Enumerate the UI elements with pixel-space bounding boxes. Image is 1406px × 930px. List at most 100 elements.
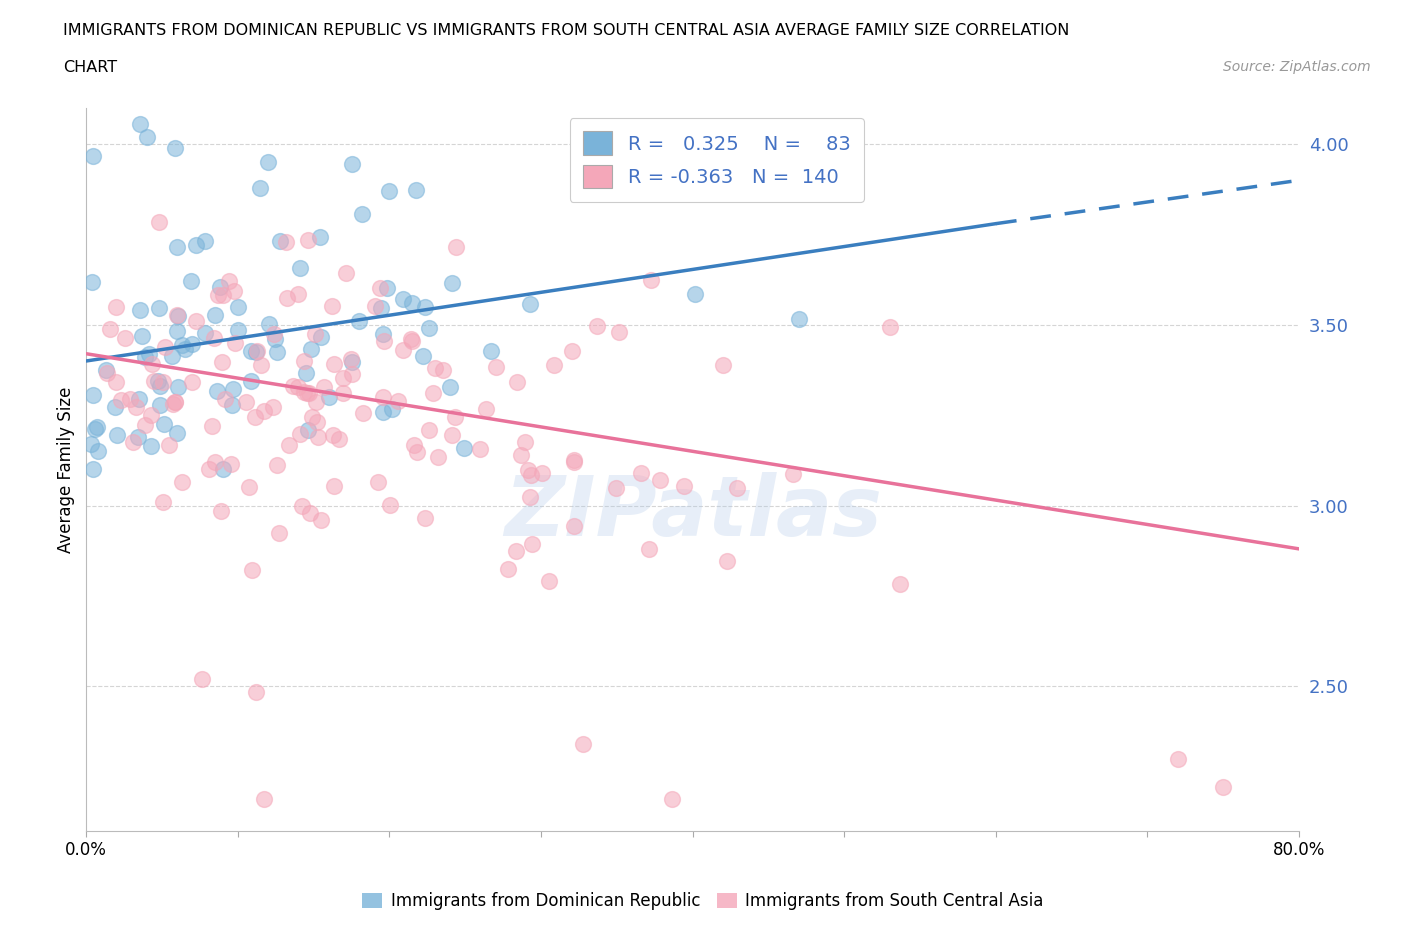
Point xyxy=(350,206,373,221)
Point xyxy=(142,374,165,389)
Point xyxy=(413,511,436,525)
Point xyxy=(263,327,285,342)
Point xyxy=(181,375,204,390)
Point xyxy=(441,276,464,291)
Point xyxy=(638,541,661,556)
Point xyxy=(104,400,127,415)
Point xyxy=(399,331,422,346)
Y-axis label: Average Family Size: Average Family Size xyxy=(58,386,75,552)
Point xyxy=(716,553,738,568)
Point xyxy=(564,454,586,469)
Point xyxy=(235,394,257,409)
Point xyxy=(160,348,183,363)
Point xyxy=(496,561,519,576)
Point xyxy=(94,363,117,378)
Point xyxy=(224,336,246,351)
Point xyxy=(134,350,156,365)
Point xyxy=(136,129,159,144)
Point xyxy=(432,363,454,378)
Point xyxy=(262,400,284,415)
Point xyxy=(323,356,346,371)
Point xyxy=(214,392,236,406)
Point xyxy=(219,457,242,472)
Point xyxy=(181,337,204,352)
Point xyxy=(311,329,333,344)
Point xyxy=(253,791,276,806)
Point xyxy=(288,260,311,275)
Point xyxy=(352,406,374,421)
Point xyxy=(218,273,240,288)
Point xyxy=(226,323,249,338)
Point xyxy=(166,324,188,339)
Point xyxy=(1167,751,1189,766)
Point xyxy=(509,447,531,462)
Point xyxy=(267,525,290,540)
Point xyxy=(340,366,363,381)
Point xyxy=(605,481,627,496)
Point xyxy=(406,445,429,459)
Point xyxy=(321,299,343,313)
Text: CHART: CHART xyxy=(63,60,117,75)
Point xyxy=(134,418,156,432)
Point xyxy=(418,321,440,336)
Point xyxy=(889,577,911,591)
Point xyxy=(373,334,395,349)
Point xyxy=(292,353,315,368)
Point xyxy=(725,481,748,496)
Point xyxy=(506,375,529,390)
Point xyxy=(204,308,226,323)
Point xyxy=(125,399,148,414)
Point xyxy=(246,343,269,358)
Point xyxy=(392,342,415,357)
Point xyxy=(110,392,132,407)
Point xyxy=(238,480,260,495)
Point xyxy=(782,467,804,482)
Point xyxy=(312,379,335,394)
Point xyxy=(105,428,128,443)
Point xyxy=(519,297,541,312)
Point xyxy=(295,386,318,401)
Point xyxy=(162,396,184,411)
Point xyxy=(683,286,706,301)
Point xyxy=(172,338,194,352)
Point xyxy=(245,345,267,360)
Point xyxy=(309,230,332,245)
Point xyxy=(190,672,212,687)
Point xyxy=(209,503,232,518)
Point xyxy=(194,233,217,248)
Point xyxy=(148,215,170,230)
Point xyxy=(299,342,322,357)
Point xyxy=(250,358,273,373)
Legend: Immigrants from Dominican Republic, Immigrants from South Central Asia: Immigrants from Dominican Republic, Immi… xyxy=(356,885,1050,917)
Point xyxy=(180,273,202,288)
Point xyxy=(371,326,394,341)
Point xyxy=(141,356,163,371)
Point xyxy=(198,462,221,477)
Point xyxy=(86,419,108,434)
Point xyxy=(427,449,450,464)
Text: ZIPatlas: ZIPatlas xyxy=(503,472,882,553)
Point xyxy=(114,331,136,346)
Point xyxy=(530,465,553,480)
Point xyxy=(301,409,323,424)
Point xyxy=(212,287,235,302)
Point xyxy=(80,436,103,451)
Point xyxy=(166,240,188,255)
Point xyxy=(713,358,735,373)
Point xyxy=(475,402,498,417)
Point xyxy=(269,233,291,248)
Point xyxy=(309,513,332,528)
Point xyxy=(562,453,585,468)
Point xyxy=(520,468,543,483)
Point xyxy=(299,506,322,521)
Point xyxy=(276,234,298,249)
Point xyxy=(295,365,318,380)
Point xyxy=(401,296,423,311)
Point xyxy=(287,287,309,302)
Point xyxy=(141,438,163,453)
Point xyxy=(163,394,186,409)
Point xyxy=(787,312,810,326)
Text: Source: ZipAtlas.com: Source: ZipAtlas.com xyxy=(1223,60,1371,74)
Point xyxy=(468,441,491,456)
Point xyxy=(207,287,229,302)
